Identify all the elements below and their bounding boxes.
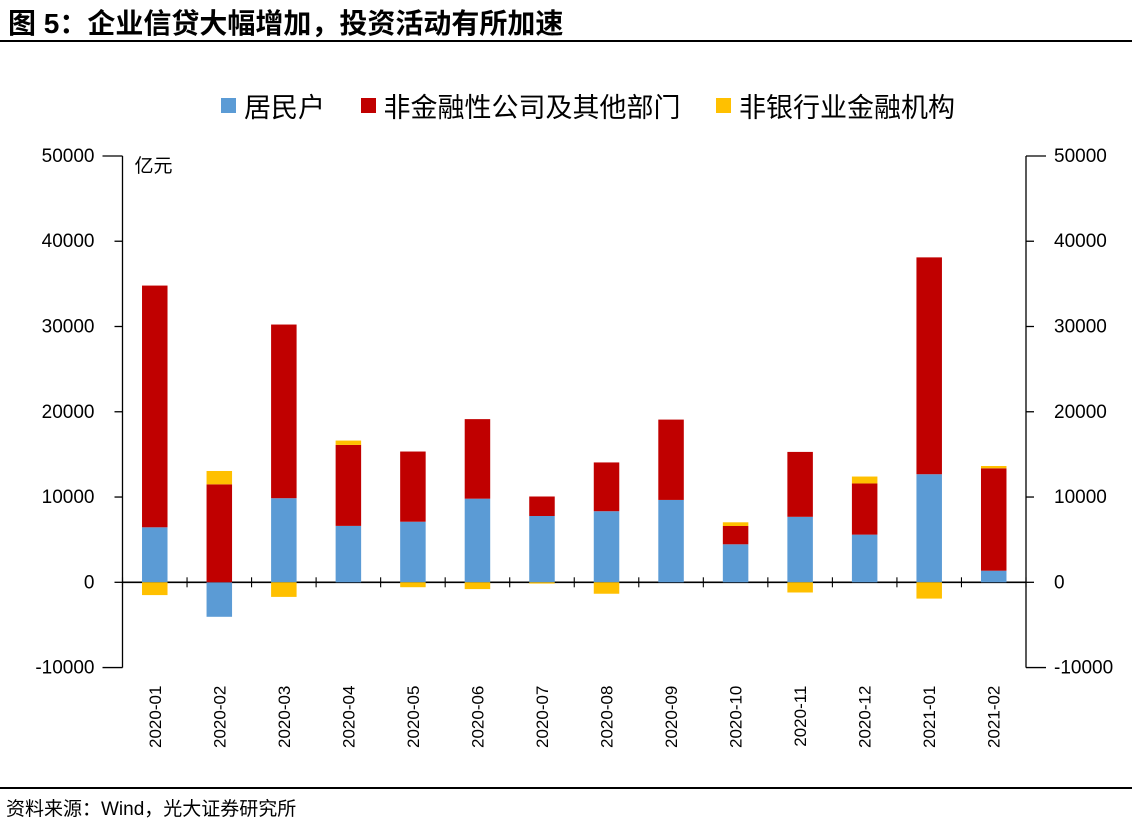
svg-text:2020-08: 2020-08: [598, 686, 617, 748]
svg-text:2020-06: 2020-06: [468, 686, 487, 748]
svg-text:2020-02: 2020-02: [210, 686, 229, 748]
svg-text:20000: 20000: [42, 402, 95, 423]
svg-text:40000: 40000: [1054, 231, 1107, 252]
svg-text:2020-12: 2020-12: [856, 686, 875, 748]
svg-text:2020-10: 2020-10: [727, 686, 746, 748]
svg-text:0: 0: [84, 572, 95, 593]
svg-text:50000: 50000: [1054, 146, 1107, 167]
svg-text:-10000: -10000: [1054, 658, 1113, 679]
svg-text:40000: 40000: [42, 231, 95, 252]
svg-text:2020-05: 2020-05: [404, 686, 423, 748]
svg-text:2020-11: 2020-11: [791, 686, 810, 747]
svg-text:亿元: 亿元: [135, 155, 173, 177]
svg-text:2021-02: 2021-02: [985, 686, 1004, 748]
svg-text:10000: 10000: [1054, 487, 1107, 508]
svg-text:30000: 30000: [1054, 316, 1107, 337]
svg-text:20000: 20000: [1054, 402, 1107, 423]
svg-text:-10000: -10000: [35, 658, 94, 679]
svg-text:30000: 30000: [42, 316, 95, 337]
svg-text:2020-03: 2020-03: [275, 686, 294, 748]
svg-text:2020-01: 2020-01: [146, 686, 165, 748]
svg-text:2020-04: 2020-04: [339, 686, 358, 748]
svg-text:50000: 50000: [42, 146, 95, 167]
svg-text:10000: 10000: [42, 487, 95, 508]
svg-text:2020-07: 2020-07: [533, 686, 552, 748]
svg-text:2021-01: 2021-01: [920, 686, 939, 748]
svg-text:0: 0: [1054, 572, 1065, 593]
svg-text:2020-09: 2020-09: [662, 686, 681, 748]
